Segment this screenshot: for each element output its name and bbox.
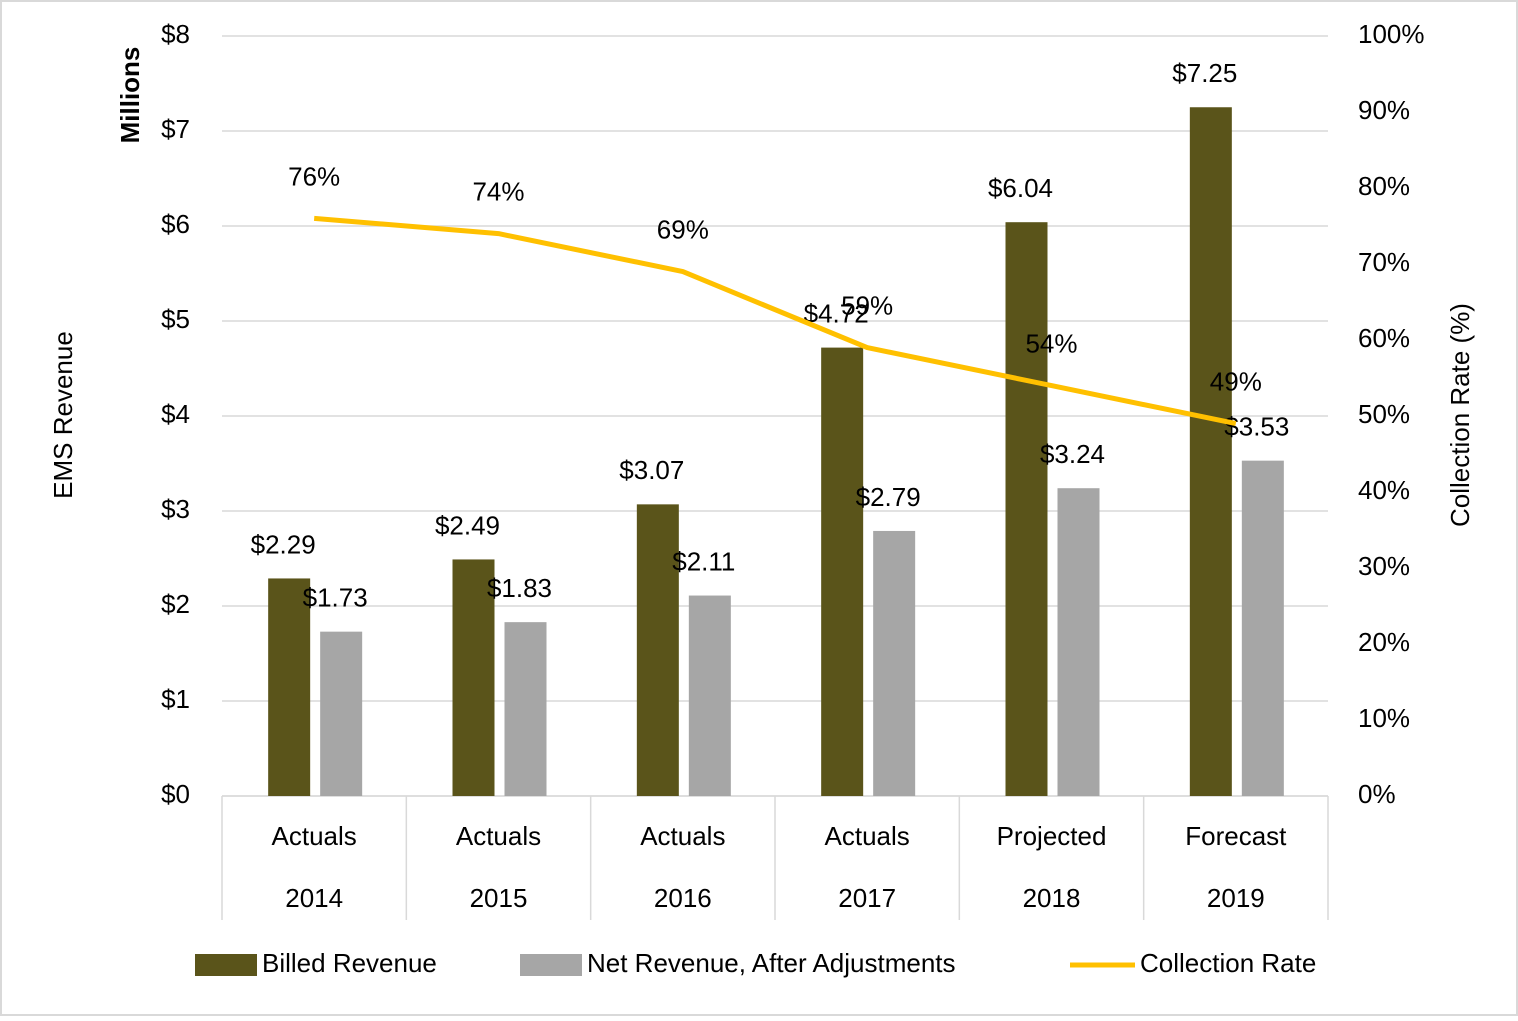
data-label: 69%	[657, 214, 709, 244]
data-label: $1.83	[487, 573, 552, 603]
y-tick-label: $2	[161, 589, 190, 619]
y2-tick-label: 50%	[1358, 399, 1410, 429]
legend-label: Billed Revenue	[262, 948, 437, 978]
data-label: 59%	[841, 290, 893, 320]
y-tick-label: $6	[161, 209, 190, 239]
data-label: $2.11	[672, 546, 735, 576]
data-label: 49%	[1210, 366, 1262, 396]
bar	[821, 347, 864, 796]
y-tick-label: $1	[161, 684, 190, 714]
x-tick-label: Actuals	[640, 821, 725, 851]
y-tick-label: $0	[161, 779, 190, 809]
x-year-label: 2014	[285, 883, 343, 913]
y-tick-label: $5	[161, 304, 190, 334]
y-tick-label: $4	[161, 399, 190, 429]
data-label: 76%	[288, 161, 340, 191]
data-label: $3.24	[1040, 439, 1105, 469]
x-tick-label: Actuals	[825, 821, 910, 851]
data-label: $2.49	[435, 510, 500, 540]
y-tick-label: $8	[161, 19, 190, 49]
bar	[320, 631, 363, 796]
y-tick-label: $3	[161, 494, 190, 524]
y-tick-label: $7	[161, 114, 190, 144]
y-unit-label: Millions	[115, 47, 145, 144]
x-tick-label: Actuals	[272, 821, 357, 851]
y2-tick-label: 30%	[1358, 551, 1410, 581]
y2-tick-label: 80%	[1358, 171, 1410, 201]
y-axis-label: EMS Revenue	[48, 331, 78, 499]
y2-tick-label: 0%	[1358, 779, 1396, 809]
x-year-label: 2017	[838, 883, 896, 913]
data-label: $6.04	[988, 173, 1053, 203]
x-year-label: 2019	[1207, 883, 1265, 913]
y2-tick-label: 40%	[1358, 475, 1410, 505]
data-label: 54%	[1025, 328, 1077, 358]
y2-tick-label: 90%	[1358, 95, 1410, 125]
bar	[636, 504, 679, 796]
bar	[268, 578, 311, 796]
data-label: $3.53	[1224, 412, 1289, 442]
x-tick-label: Actuals	[456, 821, 541, 851]
data-label: $2.79	[856, 482, 921, 512]
data-label: $2.29	[251, 529, 316, 559]
bar	[1189, 107, 1232, 796]
y2-tick-label: 100%	[1358, 19, 1425, 49]
x-year-label: 2015	[470, 883, 528, 913]
x-tick-label: Projected	[997, 821, 1107, 851]
bar	[452, 559, 495, 796]
x-tick-label: Forecast	[1185, 821, 1287, 851]
legend-label: Net Revenue, After Adjustments	[587, 948, 956, 978]
bar	[688, 595, 731, 796]
line	[313, 215, 1237, 427]
y2-tick-label: 60%	[1358, 323, 1410, 353]
bar	[873, 530, 916, 796]
legend-swatch	[195, 954, 257, 976]
y2-axis-label: Collection Rate (%)	[1445, 303, 1475, 527]
y2-tick-label: 70%	[1358, 247, 1410, 277]
bar	[1057, 488, 1100, 796]
y2-tick-label: 10%	[1358, 703, 1410, 733]
legend-swatch	[520, 954, 582, 976]
x-year-label: 2016	[654, 883, 712, 913]
y2-tick-label: 20%	[1358, 627, 1410, 657]
x-year-label: 2018	[1023, 883, 1081, 913]
data-label: $3.07	[619, 455, 684, 485]
bar	[504, 622, 547, 796]
data-label: $1.73	[303, 583, 368, 613]
data-label: $7.25	[1172, 58, 1237, 88]
bar	[1241, 460, 1284, 796]
data-label: 74%	[472, 176, 524, 206]
legend-label: Collection Rate	[1140, 948, 1316, 978]
bar	[1005, 222, 1048, 796]
